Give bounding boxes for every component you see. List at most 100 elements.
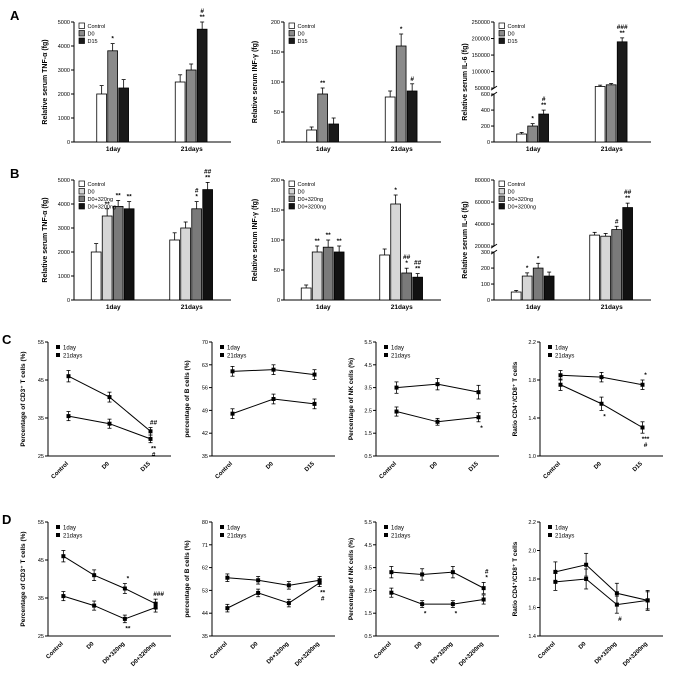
y-tick-label: 300 [481,250,490,256]
data-point [61,594,66,599]
chart-cd3-tcells-D: 25 35 45 55 Percentage of CD3⁺ T cells (%) * #… [18,512,176,682]
legend-label: 1day [227,526,240,532]
data-point [435,382,440,387]
significance-mark: # [485,568,489,575]
data-point [553,579,558,584]
bar [379,254,390,301]
x-category-label: 21days [601,146,623,153]
y-tick-label: 2000 [58,250,70,256]
bar [622,207,633,301]
significance-mark: ** [620,30,626,37]
data-point [481,597,486,602]
significance-mark: * [127,576,130,583]
y-tick-label: 80 [202,520,208,526]
legend-label: D0+320ng [508,197,534,203]
y-tick-label: 200 [271,20,280,26]
bar [180,227,191,301]
legend-label: Control [298,182,316,188]
y-tick-label: 25 [38,454,44,460]
y-axis-label: Relative serum TNF-α (fg) [42,197,49,282]
significance-mark: ** [205,174,211,181]
significance-mark: # [542,96,546,103]
y-tick-label: 0 [487,140,490,146]
significance-mark: ** [415,266,421,273]
panel-D: D 25 35 45 55 Percentage of CD3⁺ T cells (%)… [0,502,686,682]
significance-mark: ** [200,14,206,21]
data-point [558,373,563,378]
chart-cd4-cd8-ratio-D: 1.4 1.6 1.8 2.0 2.2 Ratio CD4⁺/CD8⁺ T cells # C… [510,512,668,682]
significance-mark: # [195,188,199,195]
x-category-label: D0+320ng [102,641,127,666]
data-point [645,598,650,603]
significance-mark: * [394,187,397,194]
data-point [317,580,322,585]
legend-swatch [498,22,505,29]
chart-bcells-C: 35 42 49 56 63 70 percentage of B cells (%) Con… [182,332,340,502]
y-tick-label: 1.4 [528,634,536,640]
bar [112,206,124,301]
y-axis-label: Relative serum TNF-α (fg) [42,39,49,124]
x-category-label: D15 [140,461,152,473]
significance-mark: ### [153,591,164,598]
y-axis-label: percentage of B cells (%) [184,540,191,617]
chart-svg: 35 44 53 62 71 80 percentage of B cells (%) **#… [184,520,335,668]
x-category-label: D0+3200ng [458,641,485,668]
significance-mark: * [531,116,534,123]
legend-swatch [220,353,224,357]
significance-mark: ** [625,195,631,202]
significance-mark: ** [320,590,326,597]
legend-label: D0 [298,32,305,38]
bar [412,276,423,301]
y-axis-label: Percentage of CD3⁺ T cells (%) [20,531,27,626]
chart-bcells-D: 35 44 53 62 71 80 percentage of B cells (%) ** #… [182,512,340,682]
y-tick-label: 0.5 [364,454,372,460]
legend-label: 21days [227,534,246,540]
y-tick-label: 25 [38,634,44,640]
legend-swatch [56,345,60,349]
y-axis-label: Relative serum INF-γ (fg) [252,199,259,281]
data-point [450,570,455,575]
significance-mark: # [152,452,156,459]
data-line [391,592,484,605]
data-point [476,390,481,395]
bar [191,208,202,301]
y-tick-label: 1.5 [364,431,372,437]
data-point [107,395,112,400]
data-point [286,601,291,606]
legend-label: D15 [508,39,518,45]
bar [543,275,555,301]
significance-mark: # [410,76,414,83]
x-category-label: 21days [181,304,203,311]
bar [311,251,323,301]
significance-mark: # [615,218,619,225]
legend-label: 21days [391,354,410,360]
data-point [256,590,261,595]
bar [594,86,606,143]
x-category-label: D0 [101,461,111,471]
legend-label: 1day [63,346,76,352]
y-tick-label: 35 [38,596,44,602]
chart-serum-il6-B: 0 100 200 300 20000 40000 60000 80000 Relative s… [460,166,656,318]
x-category-label: Control [537,641,557,661]
y-tick-label: 55 [38,520,44,526]
data-point [66,374,71,379]
data-point [389,570,394,575]
significance-mark: * [405,260,408,267]
legend-label: Control [88,182,106,188]
legend-label: 21days [63,354,82,360]
significance-mark: ## [414,260,422,267]
chart-svg: 25 35 45 55 Percentage of CD3⁺ T cells (%) * #… [20,520,171,668]
chart-svg: 0.5 1.5 2.5 3.5 4.5 5.5 Percentage of NK cells… [348,340,499,480]
y-tick-label: 1.6 [528,606,536,612]
data-point [640,382,645,387]
legend-swatch [288,195,295,202]
legend-swatch [498,30,505,37]
significance-mark: ** [320,80,326,87]
data-point [153,605,158,610]
data-point [614,602,619,607]
y-tick-label: 5000 [58,178,70,184]
x-category-label: D0+3200ng [130,641,157,668]
legend-label: Control [508,24,526,30]
x-category-label: D0 [265,461,275,471]
y-tick-label: 56 [202,386,208,392]
